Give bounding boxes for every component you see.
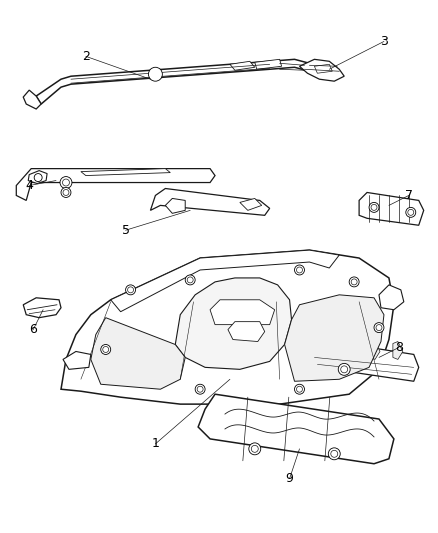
Polygon shape xyxy=(110,250,339,312)
Circle shape xyxy=(102,346,109,352)
Circle shape xyxy=(61,188,71,197)
Polygon shape xyxy=(324,342,333,359)
Polygon shape xyxy=(198,394,393,464)
Text: 2: 2 xyxy=(82,50,90,63)
Circle shape xyxy=(148,67,162,81)
Polygon shape xyxy=(175,278,291,369)
Circle shape xyxy=(251,446,258,453)
Polygon shape xyxy=(209,300,274,325)
Polygon shape xyxy=(254,59,281,69)
Circle shape xyxy=(294,384,304,394)
Circle shape xyxy=(296,267,302,273)
Polygon shape xyxy=(358,192,423,225)
Polygon shape xyxy=(230,61,254,70)
Text: 3: 3 xyxy=(379,35,387,48)
Circle shape xyxy=(330,450,337,457)
Circle shape xyxy=(197,386,203,392)
Circle shape xyxy=(328,448,339,460)
Circle shape xyxy=(348,277,358,287)
Text: 7: 7 xyxy=(404,189,412,202)
Polygon shape xyxy=(378,285,403,310)
Circle shape xyxy=(151,70,159,78)
Polygon shape xyxy=(91,318,185,389)
Polygon shape xyxy=(28,171,47,183)
Circle shape xyxy=(60,176,72,189)
Circle shape xyxy=(375,325,381,330)
Polygon shape xyxy=(284,295,383,381)
Polygon shape xyxy=(63,351,91,369)
Polygon shape xyxy=(346,342,356,359)
Text: 8: 8 xyxy=(394,341,402,354)
Polygon shape xyxy=(239,198,261,211)
Text: 6: 6 xyxy=(29,323,37,336)
Circle shape xyxy=(407,209,413,215)
Circle shape xyxy=(248,443,260,455)
Text: 1: 1 xyxy=(151,438,159,450)
Circle shape xyxy=(337,364,350,375)
Circle shape xyxy=(125,285,135,295)
Circle shape xyxy=(296,386,302,392)
Circle shape xyxy=(185,275,195,285)
Polygon shape xyxy=(23,298,61,318)
Polygon shape xyxy=(150,189,269,215)
Circle shape xyxy=(294,265,304,275)
Polygon shape xyxy=(81,168,170,175)
Polygon shape xyxy=(165,198,185,213)
Circle shape xyxy=(101,344,110,354)
Polygon shape xyxy=(61,250,393,404)
Circle shape xyxy=(405,207,415,217)
Circle shape xyxy=(350,279,356,285)
Polygon shape xyxy=(227,321,264,342)
Circle shape xyxy=(62,179,69,186)
Circle shape xyxy=(127,287,133,293)
Polygon shape xyxy=(314,64,332,73)
Polygon shape xyxy=(369,342,379,359)
Circle shape xyxy=(373,322,383,333)
Text: 5: 5 xyxy=(121,224,129,237)
Polygon shape xyxy=(299,59,343,81)
Polygon shape xyxy=(309,340,418,381)
Polygon shape xyxy=(23,90,41,109)
Circle shape xyxy=(340,366,347,373)
Text: 4: 4 xyxy=(25,179,33,192)
Polygon shape xyxy=(392,342,402,359)
Circle shape xyxy=(34,174,42,182)
Circle shape xyxy=(195,384,205,394)
Circle shape xyxy=(368,203,378,212)
Circle shape xyxy=(370,204,376,211)
Text: 9: 9 xyxy=(285,472,293,485)
Circle shape xyxy=(63,190,69,196)
Polygon shape xyxy=(16,168,215,200)
Polygon shape xyxy=(36,59,309,104)
Circle shape xyxy=(187,277,193,283)
